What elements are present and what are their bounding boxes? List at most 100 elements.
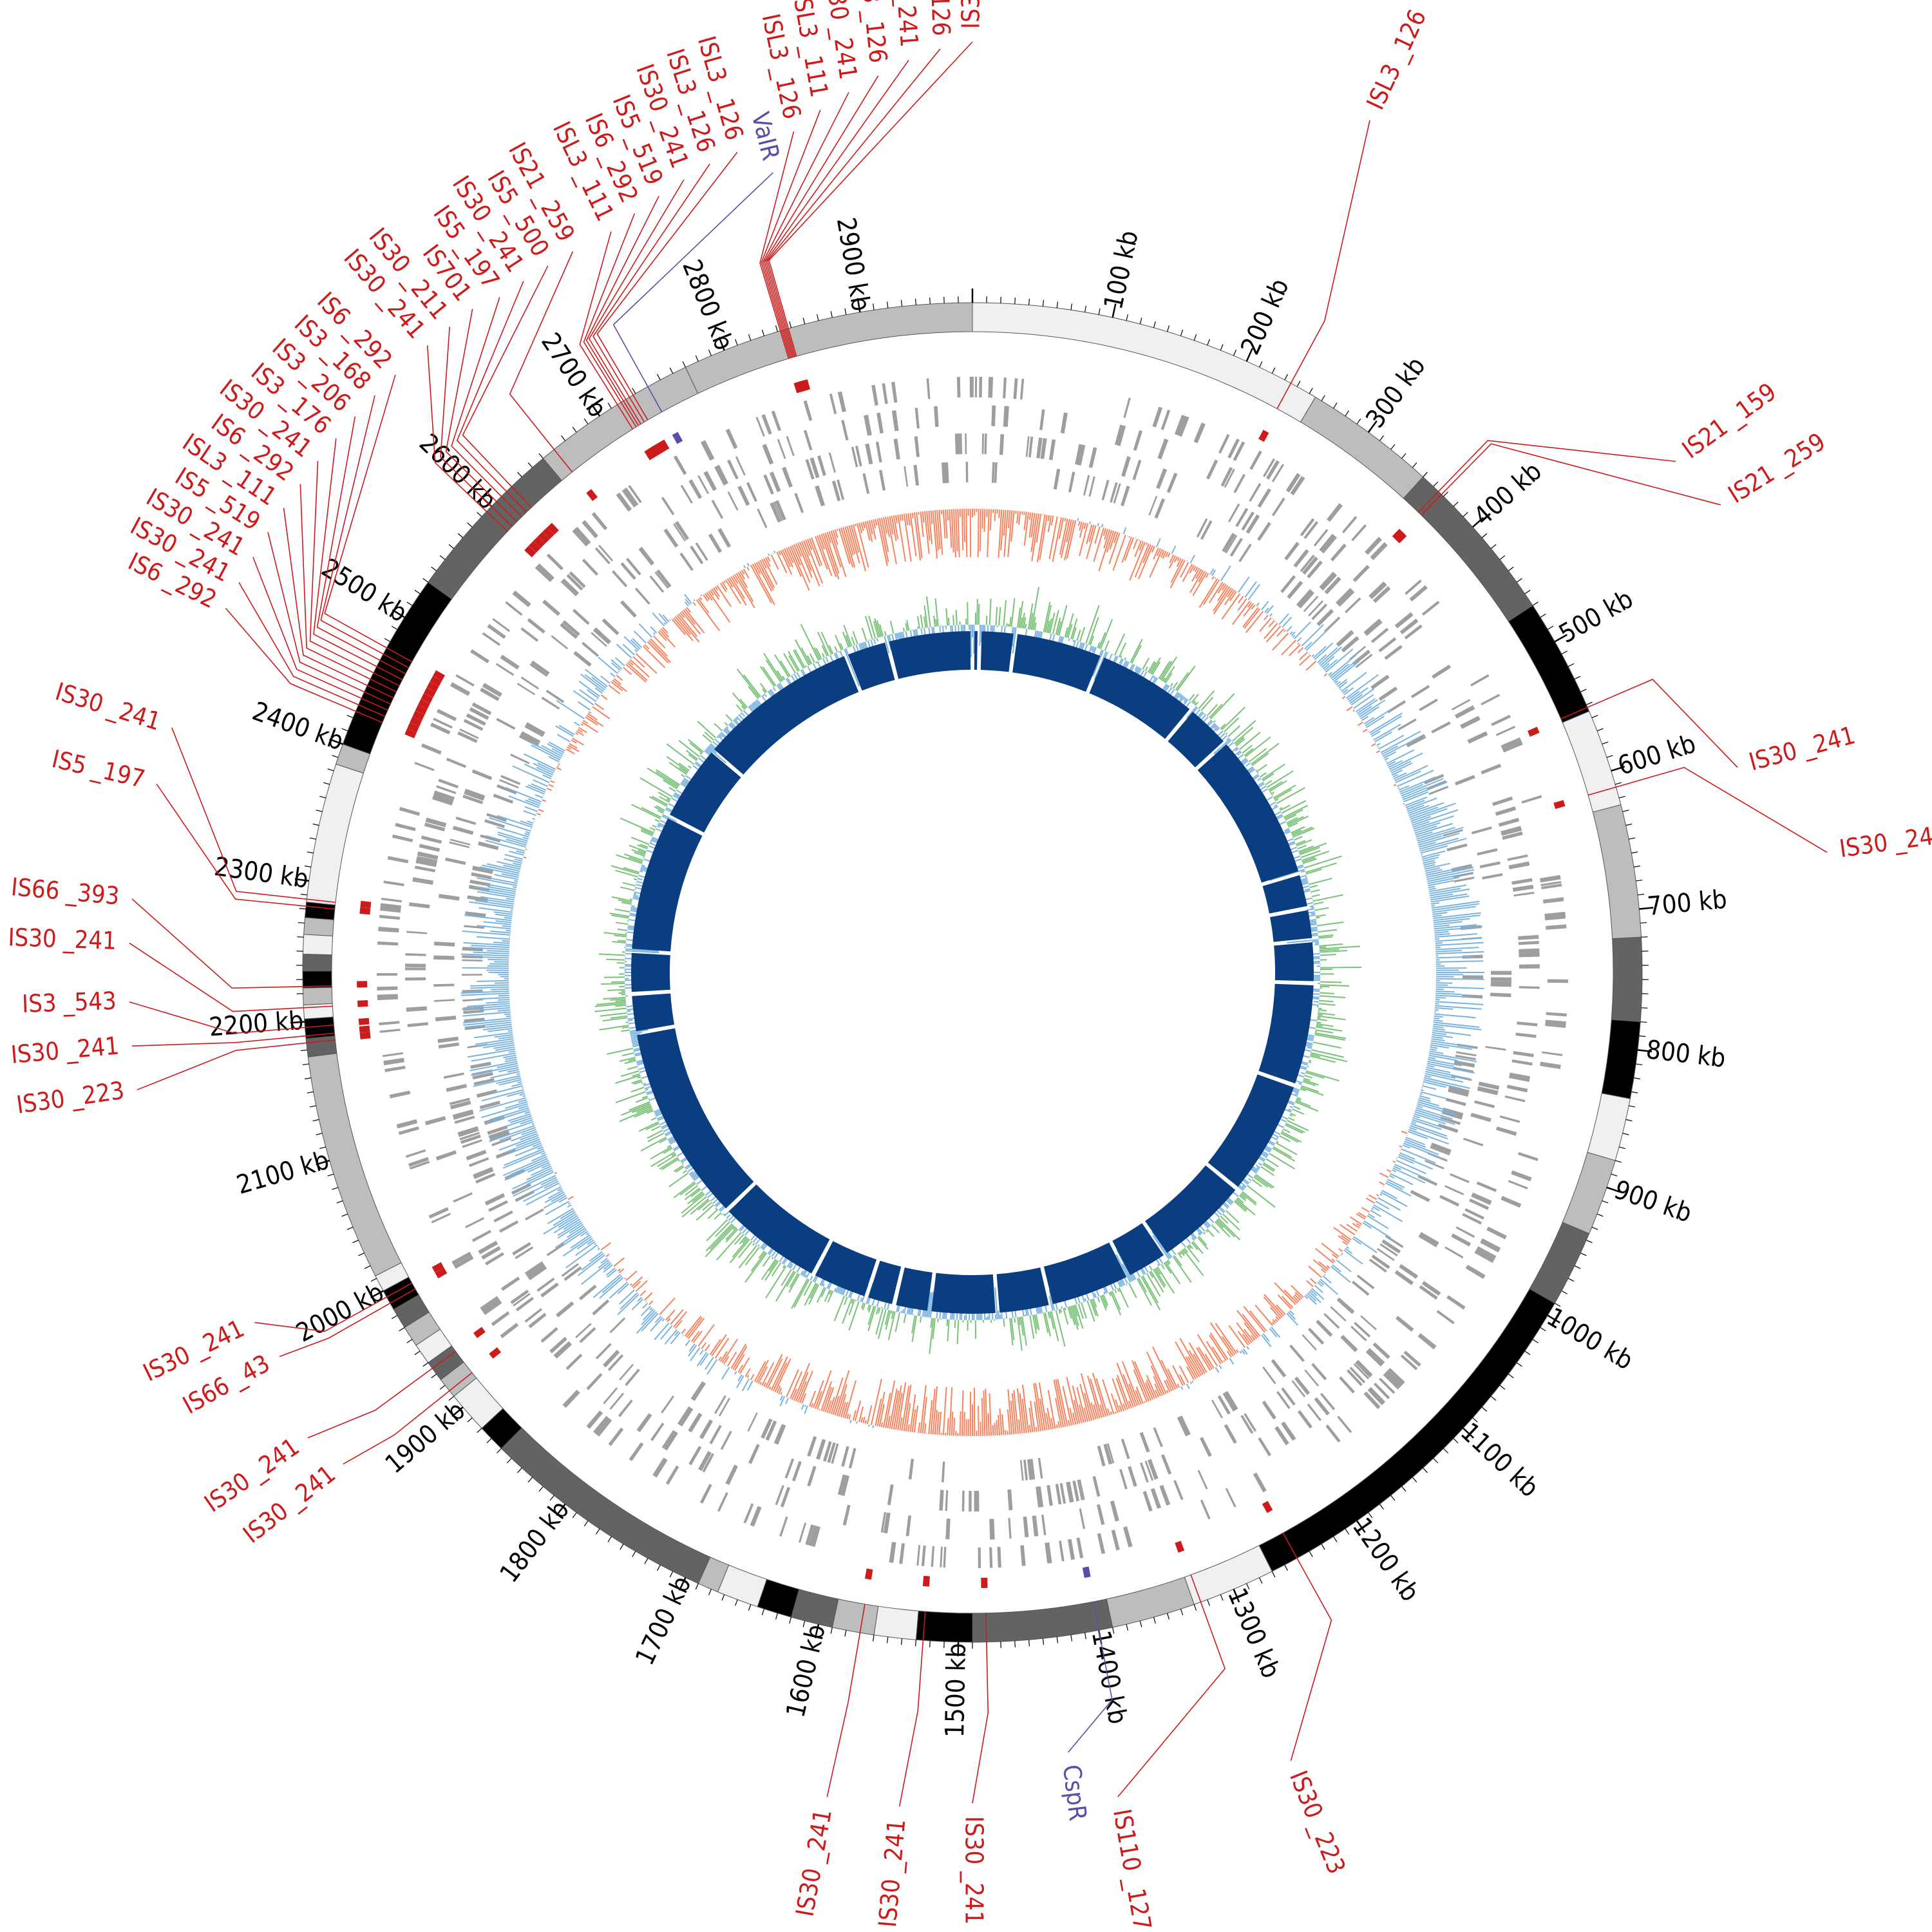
gc-content-bar: [1035, 1314, 1040, 1331]
gc-skew-bar: [868, 520, 873, 535]
is-leader-line: [440, 327, 513, 527]
minor-tick: [316, 810, 323, 812]
gene-feature: [609, 1317, 626, 1334]
gc-content-bar: [1283, 809, 1303, 820]
gc-content-bar: [1309, 905, 1314, 907]
gene-feature: [1323, 1312, 1340, 1329]
gc-skew-bar: [1428, 886, 1435, 889]
gc-skew-bar: [820, 1381, 832, 1411]
minor-tick: [1629, 1105, 1636, 1108]
gc-content-bar: [1296, 839, 1312, 847]
gc-skew-bar: [1247, 601, 1253, 608]
gc-skew-bar: [1124, 537, 1134, 561]
gc-skew-bar: [947, 509, 949, 521]
gene-feature: [513, 1293, 531, 1307]
gene-feature: [1053, 468, 1061, 490]
gc-content-bar: [889, 620, 895, 634]
gc-skew-bar: [1135, 1390, 1142, 1405]
gc-skew-bar: [557, 1188, 563, 1192]
gene-feature: [1405, 579, 1422, 595]
gc-skew-bar: [1359, 699, 1386, 718]
gc-skew-bar: [804, 1405, 808, 1414]
gene-feature: [1478, 1081, 1500, 1090]
core-block: [889, 631, 971, 679]
gc-skew-bar: [981, 1398, 984, 1436]
gc-skew-bar: [558, 724, 575, 735]
gene-feature: [435, 1150, 457, 1160]
gc-content-bar: [734, 1234, 744, 1245]
gc-skew-bar: [505, 787, 542, 802]
gc-skew-bar: [1305, 660, 1317, 671]
gc-skew-bar: [497, 826, 529, 838]
gc-content-bar: [726, 726, 729, 729]
gc-skew-bar: [1072, 1385, 1083, 1423]
minor-tick: [538, 1486, 544, 1492]
gc-content-bar: [628, 857, 643, 863]
gc-skew-bar: [1198, 1347, 1213, 1370]
gc-skew-bar: [739, 571, 746, 580]
gene-feature: [1544, 914, 1566, 921]
gc-skew-bar: [1375, 1200, 1390, 1209]
gc-skew-bar: [557, 1222, 583, 1239]
gc-content-bar: [989, 598, 992, 625]
gc-skew-bar: [1393, 772, 1407, 780]
gene-feature: [1117, 425, 1126, 446]
gc-skew-bar: [507, 1113, 531, 1122]
gc-skew-bar: [1034, 1401, 1040, 1432]
gc-skew-bar: [1424, 1075, 1432, 1078]
gene-feature: [1365, 536, 1382, 555]
gene-feature: [436, 785, 457, 795]
contig-segment: [302, 987, 333, 1005]
gene-feature: [1019, 379, 1025, 400]
gc-content-bar: [750, 1251, 766, 1272]
gc-skew-bar: [1434, 921, 1463, 925]
gene-feature: [1294, 1376, 1311, 1396]
gc-skew-bar: [667, 1318, 671, 1322]
gc-skew-bar: [1431, 1036, 1443, 1039]
gc-skew-bar: [1242, 1333, 1251, 1345]
gene-feature: [1258, 1437, 1271, 1457]
minor-tick: [1333, 1536, 1338, 1542]
gene-feature: [1345, 597, 1361, 614]
major-tick: [1112, 303, 1117, 318]
gene-feature: [1417, 1332, 1437, 1350]
gc-content-bar: [1314, 943, 1320, 945]
gc-skew-bar: [1237, 1331, 1249, 1346]
gc-content-bar: [1245, 762, 1251, 767]
gc-content-bar: [631, 804, 661, 820]
gene-feature: [1410, 1189, 1430, 1202]
gc-content-bar: [682, 1170, 687, 1174]
gc-content-bar: [1202, 716, 1209, 723]
gc-content-bar: [820, 631, 833, 655]
gc-skew-bar: [502, 940, 510, 942]
gene-feature: [377, 973, 398, 976]
gene-feature: [1519, 952, 1540, 958]
gene-feature: [714, 1395, 726, 1414]
gc-content-bar: [1221, 706, 1245, 731]
gc-skew-bar: [725, 579, 741, 604]
gc-content-bar: [1115, 1254, 1132, 1283]
gc-skew-bar: [1211, 576, 1215, 580]
gc-content-bar: [735, 717, 738, 721]
minor-tick: [1139, 1620, 1142, 1627]
gc-skew-bar: [885, 1380, 896, 1428]
gc-skew-bar: [858, 1406, 864, 1423]
gc-skew-bar: [1435, 1005, 1482, 1010]
gc-skew-bar: [1342, 1240, 1349, 1246]
gc-skew-bar: [1387, 1179, 1405, 1189]
gc-skew-bar: [1323, 673, 1328, 677]
gc-skew-bar: [936, 1412, 940, 1435]
gc-skew-bar: [617, 1294, 639, 1316]
gc-skew-bar: [1419, 1095, 1430, 1100]
gc-content-bar: [801, 668, 807, 676]
gc-skew-bar: [1153, 547, 1159, 560]
gc-skew-bar: [520, 820, 533, 826]
gene-feature: [969, 376, 974, 398]
gc-skew-bar: [734, 1354, 745, 1371]
is-leader-line: [588, 179, 685, 425]
minor-tick: [1636, 879, 1643, 882]
gc-content-bar: [1146, 1273, 1161, 1297]
minor-tick: [549, 1495, 554, 1501]
gene-feature: [1148, 495, 1158, 516]
gc-content-bar: [624, 853, 644, 862]
